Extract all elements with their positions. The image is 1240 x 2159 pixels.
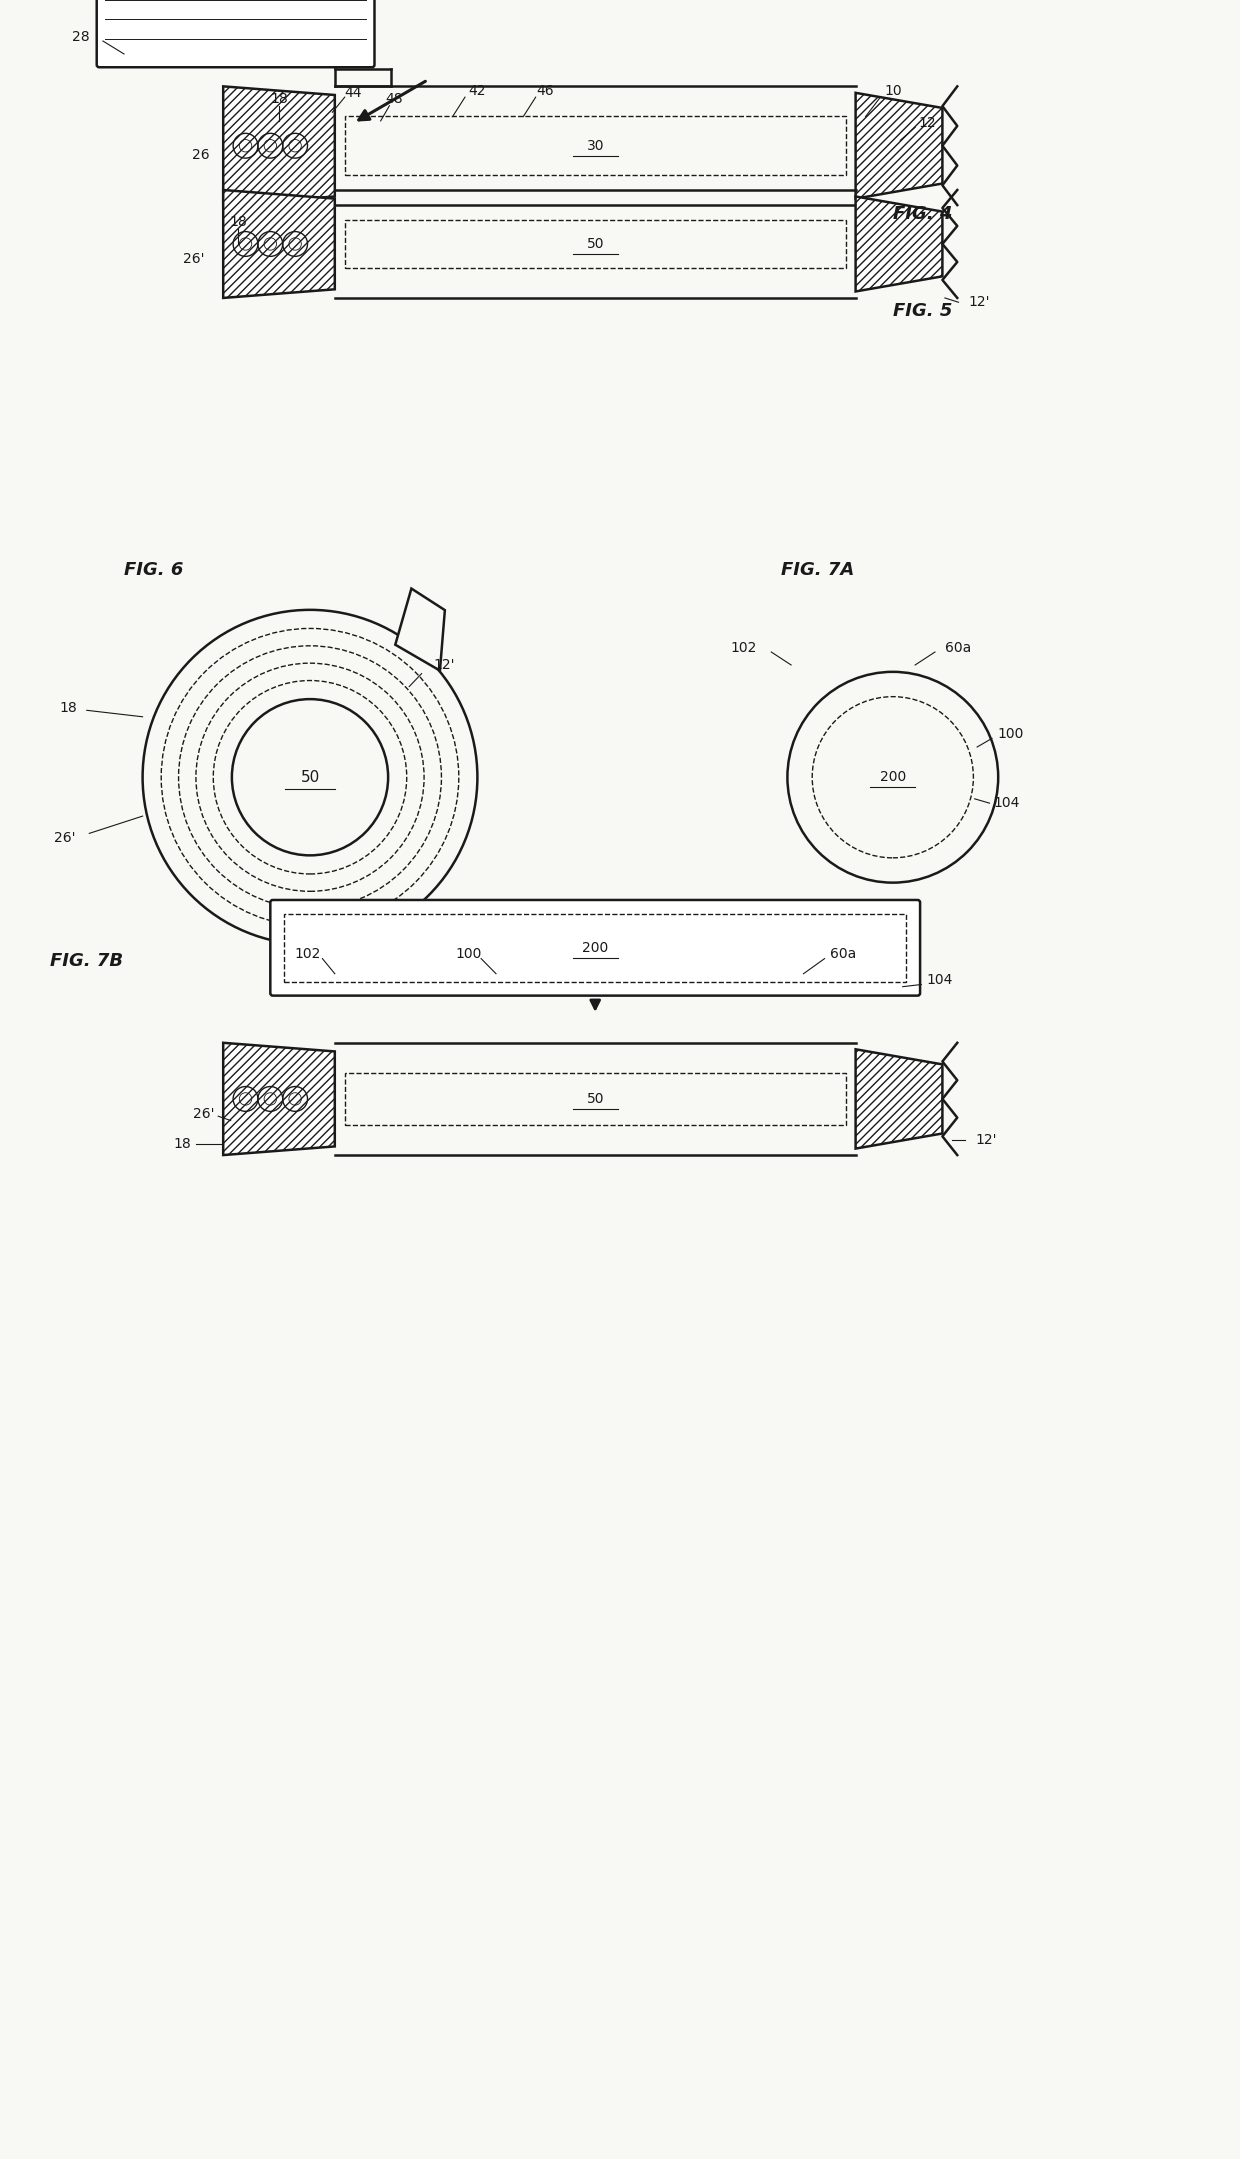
Bar <box>345 220 846 268</box>
Text: 12': 12' <box>433 658 455 671</box>
Text: 102: 102 <box>294 948 321 961</box>
Text: 18: 18 <box>60 702 77 715</box>
Text: 50: 50 <box>300 771 320 784</box>
Text: 100: 100 <box>455 948 482 961</box>
Text: 60a: 60a <box>945 641 972 654</box>
Text: 18: 18 <box>270 93 288 106</box>
Text: 50: 50 <box>587 1092 604 1105</box>
Text: 48: 48 <box>386 93 403 106</box>
Text: 28: 28 <box>72 30 89 43</box>
Text: 26: 26 <box>192 149 210 162</box>
Text: 18: 18 <box>174 1138 191 1151</box>
Text: 102: 102 <box>730 641 758 654</box>
Text: 42: 42 <box>469 84 486 97</box>
Bar <box>345 117 846 175</box>
Text: 60a: 60a <box>830 948 857 961</box>
Text: 10: 10 <box>884 84 901 97</box>
Text: FIG. 7B: FIG. 7B <box>50 952 123 969</box>
Text: 100: 100 <box>997 728 1024 741</box>
Polygon shape <box>223 190 335 298</box>
Text: 200: 200 <box>582 941 609 954</box>
Text: 50: 50 <box>587 237 604 250</box>
Text: 104: 104 <box>993 797 1021 810</box>
Text: FIG. 6: FIG. 6 <box>124 561 184 579</box>
Text: 26': 26' <box>53 831 76 844</box>
Bar <box>284 913 906 982</box>
Polygon shape <box>856 196 942 291</box>
Bar <box>345 1073 846 1125</box>
Text: FIG. 7A: FIG. 7A <box>781 561 854 579</box>
Text: 44: 44 <box>345 86 362 99</box>
Text: 12': 12' <box>975 1133 997 1146</box>
Text: FIG. 4: FIG. 4 <box>893 205 952 222</box>
Text: 12': 12' <box>968 296 991 309</box>
Text: 26': 26' <box>192 1108 215 1121</box>
Text: 18: 18 <box>229 216 247 229</box>
Text: 104: 104 <box>926 974 954 987</box>
Text: 200: 200 <box>879 771 906 784</box>
FancyBboxPatch shape <box>270 900 920 995</box>
FancyBboxPatch shape <box>97 0 374 67</box>
Polygon shape <box>223 1043 335 1155</box>
Polygon shape <box>223 86 335 205</box>
Text: 46: 46 <box>537 84 554 97</box>
Text: 30: 30 <box>587 138 604 153</box>
Text: 12: 12 <box>919 117 936 130</box>
Text: 26': 26' <box>182 253 205 266</box>
Text: FIG. 5: FIG. 5 <box>893 302 952 320</box>
Polygon shape <box>856 93 942 199</box>
Polygon shape <box>856 1049 942 1149</box>
Polygon shape <box>396 589 445 671</box>
